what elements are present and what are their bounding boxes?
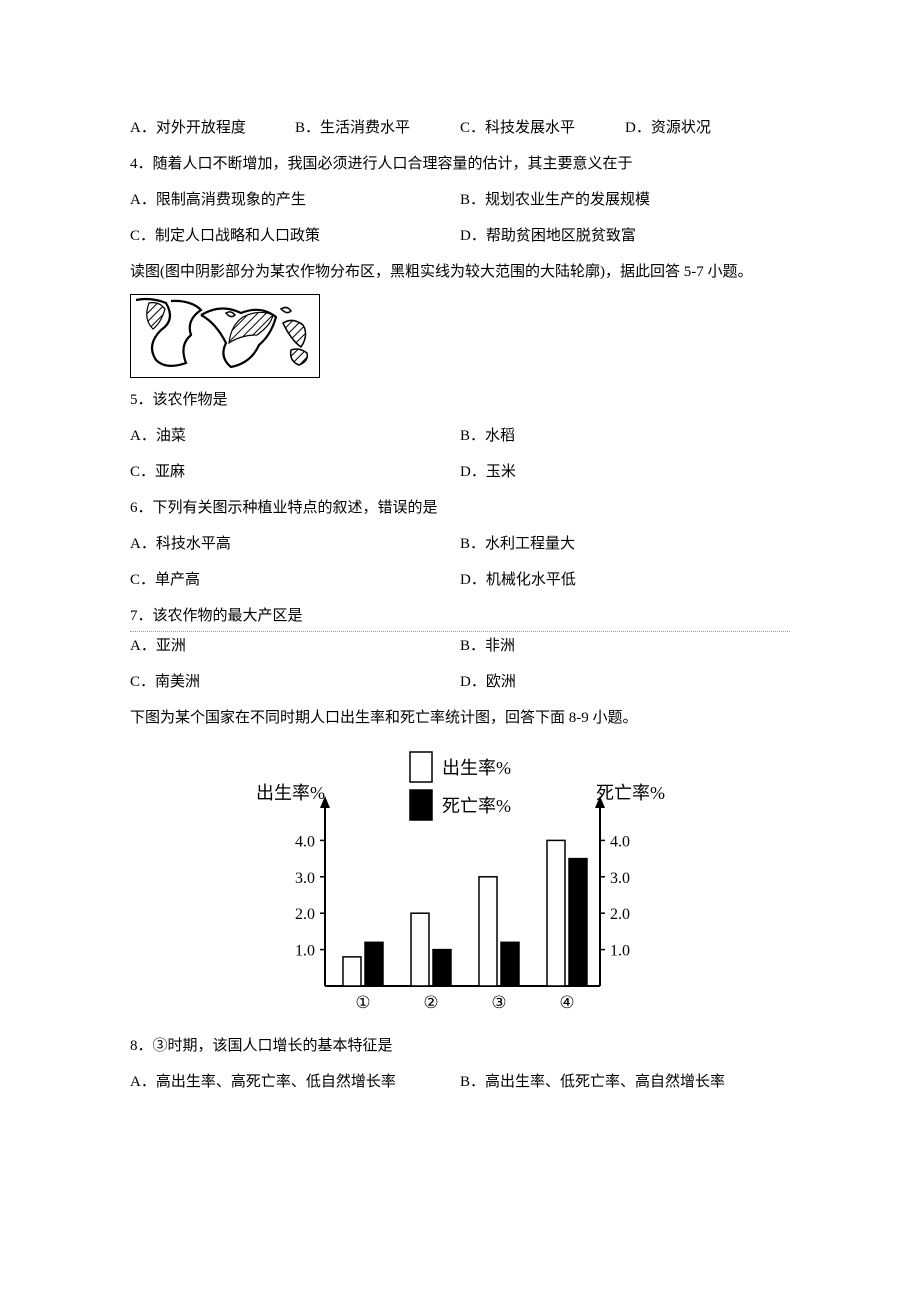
svg-text:2.0: 2.0 (295, 906, 315, 923)
q3-opt-c: C．科技发展水平 (460, 110, 625, 146)
svg-text:1.0: 1.0 (610, 943, 630, 960)
q5-opt-a: A．油菜 (130, 418, 460, 454)
q3-opt-b: B．生活消费水平 (295, 110, 460, 146)
q7-opt-b: B．非洲 (460, 628, 790, 664)
svg-text:④: ④ (559, 993, 574, 1012)
q6-row2: C．单产高 D．机械化水平低 (130, 562, 790, 598)
q4-row1: A．限制高消费现象的产生 B．规划农业生产的发展规模 (130, 182, 790, 218)
svg-text:出生率%: 出生率% (256, 783, 325, 803)
q7-row1: A．亚洲 B．非洲 (130, 628, 790, 664)
q5-opt-c: C．亚麻 (130, 454, 460, 490)
q5-row2: C．亚麻 D．玉米 (130, 454, 790, 490)
q5-opt-d: D．玉米 (460, 454, 790, 490)
chart-svg: 出生率% 死亡率% 出生率% 死亡率% 1.0 1.0 2.0 2.0 3.0 3.0 4.0 4.0… (240, 744, 680, 1024)
q8-opt-a: A．高出生率、高死亡率、低自然增长率 (130, 1064, 460, 1100)
q8-row1: A．高出生率、高死亡率、低自然增长率 B．高出生率、低死亡率、高自然增长率 (130, 1064, 790, 1100)
q4-stem: 4．随着人口不断增加，我国必须进行人口合理容量的估计，其主要意义在于 (130, 146, 790, 182)
q3-opt-a: A．对外开放程度 (130, 110, 295, 146)
q6-opt-c: C．单产高 (130, 562, 460, 598)
q7-opt-a: A．亚洲 (130, 628, 460, 664)
q6-opt-b: B．水利工程量大 (460, 526, 790, 562)
lead-8-9: 下图为某个国家在不同时期人口出生率和死亡率统计图，回答下面 8-9 小题。 (130, 700, 790, 736)
svg-text:②: ② (423, 993, 438, 1012)
svg-text:③: ③ (491, 993, 506, 1012)
q6-row1: A．科技水平高 B．水利工程量大 (130, 526, 790, 562)
lead-5-7: 读图(图中阴影部分为某农作物分布区，黑粗实线为较大范围的大陆轮廓)，据此回答 5… (130, 254, 790, 290)
q4-row2: C．制定人口战略和人口政策 D．帮助贫困地区脱贫致富 (130, 218, 790, 254)
svg-text:3.0: 3.0 (295, 870, 315, 887)
map-figure (130, 294, 320, 378)
svg-text:死亡率%: 死亡率% (596, 783, 665, 803)
q6-opt-d: D．机械化水平低 (460, 562, 790, 598)
q5-opt-b: B．水稻 (460, 418, 790, 454)
q4-opt-a: A．限制高消费现象的产生 (130, 182, 460, 218)
q7-opt-c: C．南美洲 (130, 664, 460, 700)
q4-opt-d: D．帮助贫困地区脱贫致富 (460, 218, 790, 254)
q3-options: A．对外开放程度 B．生活消费水平 C．科技发展水平 D．资源状况 (130, 110, 790, 146)
q3-opt-d: D．资源状况 (625, 110, 790, 146)
svg-text:4.0: 4.0 (610, 833, 630, 850)
q4-opt-c: C．制定人口战略和人口政策 (130, 218, 460, 254)
q7-opt-d: D．欧洲 (460, 664, 790, 700)
map-svg (131, 295, 319, 377)
q5-stem: 5．该农作物是 (130, 382, 790, 418)
svg-text:①: ① (355, 993, 370, 1012)
svg-text:出生率%: 出生率% (442, 758, 511, 778)
svg-text:4.0: 4.0 (295, 833, 315, 850)
q7-row2: C．南美洲 D．欧洲 (130, 664, 790, 700)
q6-opt-a: A．科技水平高 (130, 526, 460, 562)
q8-stem: 8．③时期，该国人口增长的基本特征是 (130, 1028, 790, 1064)
svg-text:1.0: 1.0 (295, 943, 315, 960)
q4-opt-b: B．规划农业生产的发展规模 (460, 182, 790, 218)
svg-text:死亡率%: 死亡率% (442, 796, 511, 816)
svg-text:2.0: 2.0 (610, 906, 630, 923)
q8-opt-b: B．高出生率、低死亡率、高自然增长率 (460, 1064, 790, 1100)
q5-row1: A．油菜 B．水稻 (130, 418, 790, 454)
svg-text:3.0: 3.0 (610, 870, 630, 887)
q6-stem: 6．下列有关图示种植业特点的叙述，错误的是 (130, 490, 790, 526)
birth-death-chart: 出生率% 死亡率% 出生率% 死亡率% 1.0 1.0 2.0 2.0 3.0 3.0 4.0 4.0… (130, 744, 790, 1024)
